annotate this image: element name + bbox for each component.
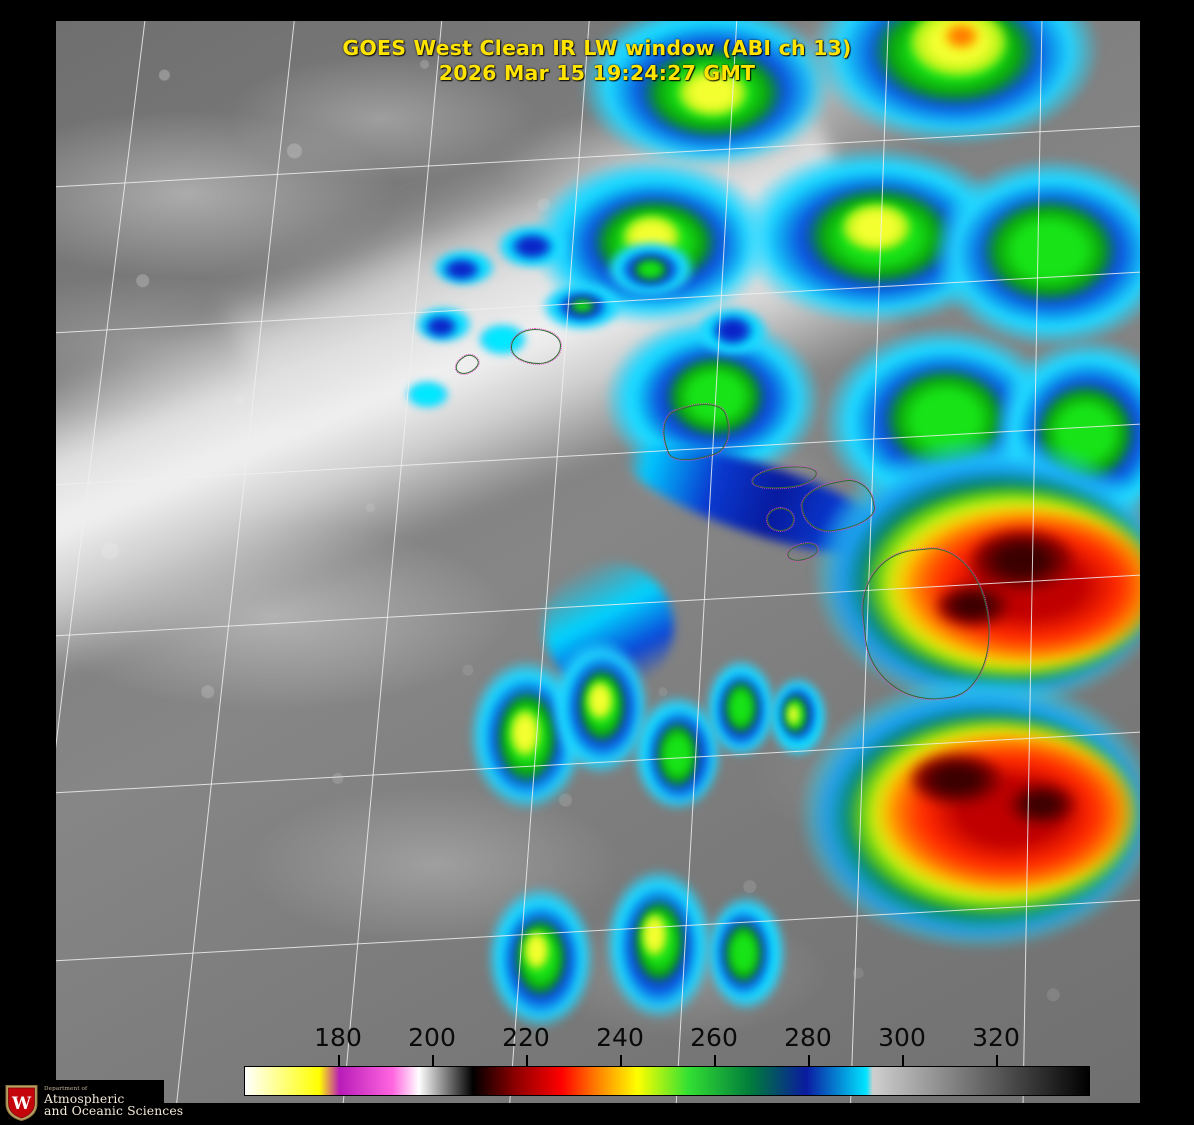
uw-department-prefix: Department of xyxy=(44,1086,88,1092)
colorbar-tick xyxy=(714,1055,716,1066)
colorbar-tick xyxy=(902,1055,904,1066)
island-outline-kauai xyxy=(510,328,562,365)
satellite-image xyxy=(56,21,1140,1103)
uw-department-line1: Atmospheric xyxy=(44,1090,125,1106)
colorbar-gradient xyxy=(244,1066,1090,1096)
colorbar-tick xyxy=(996,1055,998,1066)
colorbar-tick-label: 280 xyxy=(784,1023,832,1052)
colorbar-tick-label: 240 xyxy=(596,1023,644,1052)
uw-crest-icon: W xyxy=(5,1085,38,1122)
island-outline-lanai xyxy=(766,506,796,532)
colorbar-tick xyxy=(432,1055,434,1066)
colorbar-tick-label: 180 xyxy=(314,1023,362,1052)
colorbar-tick-label: 320 xyxy=(972,1023,1020,1052)
colorbar-tick-label: 260 xyxy=(690,1023,738,1052)
uw-department-line2: and Oceanic Sciences xyxy=(44,1103,184,1119)
svg-text:W: W xyxy=(11,1094,32,1114)
colorbar-tick-label: 200 xyxy=(408,1023,456,1052)
uw-logo-text: Department of Atmospheric and Oceanic Sc… xyxy=(44,1086,184,1119)
colorbar-tick xyxy=(338,1055,340,1066)
uw-aos-logo: W Department of Atmospheric and Oceanic … xyxy=(0,1080,183,1125)
colorbar-tick xyxy=(620,1055,622,1066)
colorbar-tick-label: 220 xyxy=(502,1023,550,1052)
colorbar-tick xyxy=(525,1055,528,1066)
colorbar-tick-label: 300 xyxy=(878,1023,926,1052)
temperature-colorbar: 180 200 220 240 260 280 300 320 xyxy=(244,1023,1090,1096)
convection-cluster-central xyxy=(404,216,869,627)
colorbar-tick xyxy=(807,1055,810,1066)
